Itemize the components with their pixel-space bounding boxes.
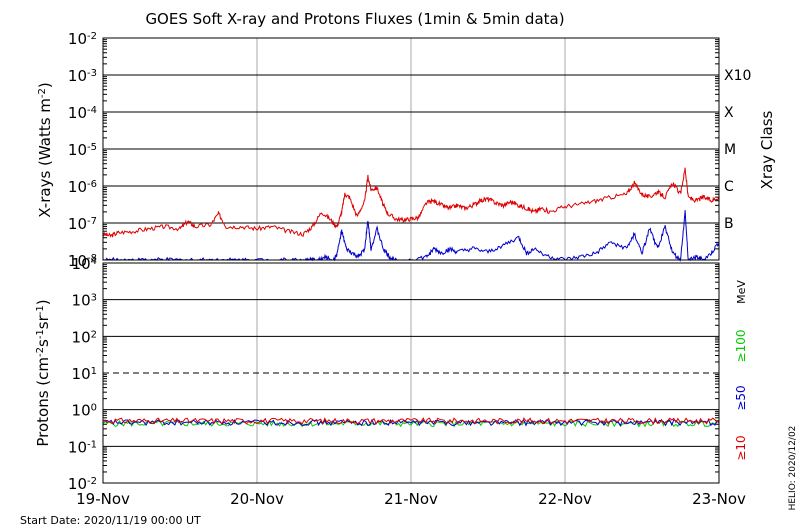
x-tick-label-1: 20-Nov bbox=[230, 490, 284, 508]
proton-legend-ge100: ≥100 bbox=[734, 330, 748, 363]
x-tick-label-4: 23-Nov bbox=[692, 490, 746, 508]
start-date: Start Date: 2020/11/19 00:00 UT bbox=[20, 514, 201, 527]
x-tick-label-2: 21-Nov bbox=[384, 490, 438, 508]
proton-tick-label: 10-1 bbox=[68, 438, 97, 456]
xray-tick-label: 10-4 bbox=[68, 104, 97, 122]
proton-gridlines bbox=[103, 263, 719, 483]
xray-tick-label: 10-3 bbox=[68, 67, 97, 85]
xray-tick-label: 10-8 bbox=[68, 252, 97, 270]
xray-class-labels: X10 X M C B bbox=[724, 68, 751, 232]
proton-ylabel: Protons (cm-2s-1sr-1) bbox=[34, 299, 52, 446]
proton-legend-ge50: ≥50 bbox=[734, 385, 748, 410]
helio-stamp: HELIO: 2020/12/02 bbox=[788, 426, 798, 511]
xray-series-line-0 bbox=[102, 167, 720, 238]
xray-ylabel: X-rays (Watts m-2) bbox=[36, 82, 54, 217]
proton-tick-label: 102 bbox=[72, 328, 97, 346]
xray-tick-label: 10-7 bbox=[68, 215, 97, 233]
proton-tick-label: 101 bbox=[72, 365, 97, 383]
proton-series-line-0 bbox=[102, 419, 720, 428]
proton-series-line-2 bbox=[102, 417, 720, 425]
xray-tick-labels: 10-2 10-3 10-4 10-5 10-6 10-7 10-8 bbox=[68, 30, 97, 270]
proton-ylabel-part-0: Protons (cm bbox=[34, 357, 52, 447]
xray-ylabel-base: X-rays (Watts m bbox=[36, 98, 54, 218]
xray-class-X: X bbox=[724, 105, 734, 121]
proton-tick-label: 10-2 bbox=[68, 475, 97, 493]
xray-ylabel-sup: -2 bbox=[37, 88, 48, 98]
xray-panel-frame bbox=[102, 37, 720, 261]
xray-tick-label: 10-2 bbox=[68, 30, 97, 48]
xray-class-C: C bbox=[724, 179, 734, 195]
xray-class-M: M bbox=[724, 142, 736, 158]
chart-title: GOES Soft X-ray and Protons Fluxes (1min… bbox=[145, 10, 564, 28]
x-tick-label-0: 19-Nov bbox=[76, 490, 130, 508]
proton-ylabel-part-4: sr bbox=[34, 314, 52, 329]
proton-ylabel-part-2: s bbox=[34, 339, 52, 347]
proton-ylabel-part-6: ) bbox=[34, 299, 52, 305]
proton-tick-label: 104 bbox=[72, 255, 97, 273]
xray-tick-label: 10-5 bbox=[68, 141, 97, 159]
xray-gridlines bbox=[103, 38, 719, 260]
proton-ylabel-part-1: -2 bbox=[35, 347, 46, 357]
xray-class-title: Xray Class bbox=[758, 110, 776, 189]
xray-class-B: B bbox=[724, 216, 734, 232]
proton-tick-label: 100 bbox=[72, 402, 97, 420]
proton-ylabel-part-5: -1 bbox=[35, 305, 46, 315]
xray-class-X10: X10 bbox=[724, 68, 751, 84]
proton-ylabel-part-3: -1 bbox=[35, 329, 46, 339]
x-axis-tick-labels: 19-Nov 20-Nov 21-Nov 22-Nov 23-Nov bbox=[76, 490, 746, 508]
proton-units-label: MeV bbox=[735, 280, 748, 304]
proton-series-group bbox=[102, 417, 720, 428]
xray-ylabel-end: ) bbox=[36, 82, 54, 88]
proton-tick-label: 103 bbox=[72, 292, 97, 310]
proton-panel-frame bbox=[102, 262, 720, 484]
x-tick-label-3: 22-Nov bbox=[538, 490, 592, 508]
proton-tick-labels: 104 103 102 101 100 10-1 10-2 bbox=[68, 255, 97, 493]
xray-tick-label: 10-6 bbox=[68, 178, 97, 196]
proton-legend-ge10: ≥10 bbox=[734, 435, 748, 460]
